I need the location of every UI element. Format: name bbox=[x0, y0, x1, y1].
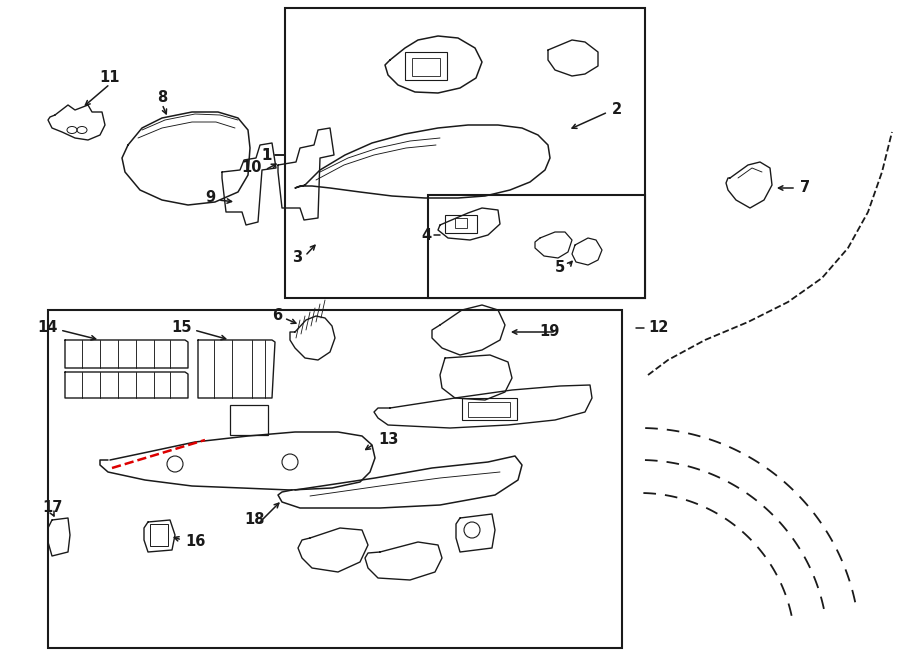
Bar bbox=[462, 398, 517, 420]
Text: 8: 8 bbox=[157, 91, 167, 106]
Text: 13: 13 bbox=[378, 432, 399, 447]
Text: 1: 1 bbox=[262, 147, 272, 163]
Text: 6: 6 bbox=[272, 309, 282, 323]
Text: 11: 11 bbox=[100, 71, 121, 85]
Text: 16: 16 bbox=[185, 535, 205, 549]
Text: 12: 12 bbox=[648, 321, 669, 336]
Bar bbox=[428, 195, 645, 298]
Text: 18: 18 bbox=[245, 512, 266, 527]
Text: 15: 15 bbox=[172, 321, 192, 336]
Text: 7: 7 bbox=[800, 180, 810, 196]
Bar bbox=[230, 405, 268, 435]
Text: 10: 10 bbox=[241, 161, 262, 176]
Bar bbox=[150, 524, 168, 546]
Text: 5: 5 bbox=[554, 260, 565, 276]
Bar bbox=[412, 58, 440, 76]
Bar bbox=[445, 215, 477, 233]
Bar bbox=[455, 218, 467, 228]
Text: 1: 1 bbox=[262, 147, 272, 163]
Text: 14: 14 bbox=[38, 321, 58, 336]
Text: 3: 3 bbox=[292, 251, 302, 266]
Text: 2: 2 bbox=[612, 102, 622, 118]
Bar bbox=[468, 402, 510, 417]
Text: 17: 17 bbox=[41, 500, 62, 516]
Bar bbox=[405, 52, 447, 80]
Text: 4: 4 bbox=[422, 227, 432, 243]
Bar bbox=[285, 8, 645, 298]
Bar bbox=[48, 310, 622, 648]
Text: 19: 19 bbox=[540, 325, 560, 340]
Text: 9: 9 bbox=[205, 190, 215, 206]
